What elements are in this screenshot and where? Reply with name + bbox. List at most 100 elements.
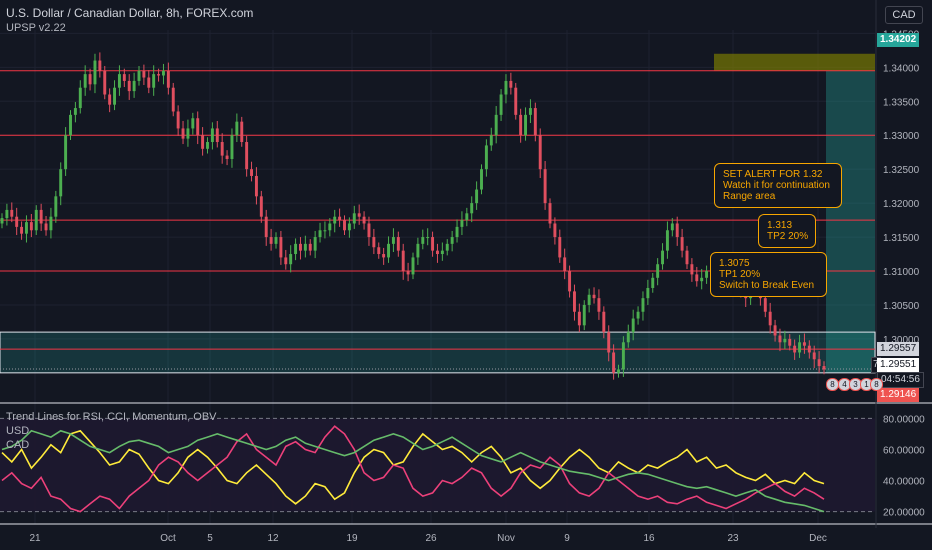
candle-body: [802, 342, 806, 346]
candle-body: [406, 271, 410, 275]
oscillator-pane: [0, 402, 932, 525]
candle-body: [426, 237, 430, 239]
candle-body: [421, 237, 425, 244]
candle-body: [592, 294, 596, 299]
candlestick-series: [0, 52, 826, 380]
candle-body: [548, 203, 552, 224]
candle-body: [83, 74, 87, 88]
time-tick-label: Nov: [497, 533, 515, 544]
candle-body: [230, 135, 234, 159]
candle-body: [812, 352, 816, 360]
candle-body: [788, 338, 792, 346]
candle-body: [665, 230, 669, 251]
candle-body: [206, 142, 209, 149]
zones: [0, 53, 876, 374]
candle-body: [387, 243, 391, 258]
price-tick-label: 1.33500: [883, 97, 920, 108]
indicator-label[interactable]: UPSP v2.22: [6, 22, 66, 34]
tp2-note[interactable]: 1.313 TP2 20%: [758, 214, 816, 248]
tp1-note[interactable]: 1.3075 TP1 20% Switch to Break Even: [710, 252, 827, 297]
candle-body: [196, 118, 200, 136]
candle-body: [621, 342, 625, 370]
candle-body: [685, 250, 689, 265]
candle-body: [333, 216, 337, 224]
candle-body: [0, 218, 4, 224]
oscillator-title[interactable]: Trend Lines for RSI, CCI, Momentum, OBV: [6, 411, 217, 423]
candle-body: [176, 111, 180, 129]
time-tick-label: 26: [425, 533, 437, 544]
candle-body: [563, 257, 567, 272]
oscillator-band: [0, 418, 875, 512]
candle-body: [494, 114, 498, 136]
candle-body: [460, 220, 464, 227]
candle-body: [577, 311, 581, 326]
candle-body: [822, 366, 826, 370]
candle-body: [313, 237, 317, 251]
alert-note[interactable]: SET ALERT FOR 1.32 Watch it for continua…: [714, 163, 842, 208]
candle-body: [274, 237, 278, 244]
candle-body: [69, 114, 72, 136]
candle-body: [558, 237, 562, 258]
candle-body: [24, 222, 28, 234]
currency-button[interactable]: CAD: [885, 6, 923, 24]
candle-body: [132, 80, 136, 92]
candle-body: [778, 335, 782, 343]
candle-body: [626, 332, 630, 343]
candle-body: [191, 118, 195, 129]
candle-body: [445, 243, 449, 251]
event-badges[interactable]: 8 4 3 1 8: [818, 356, 883, 400]
candle-body: [152, 74, 156, 88]
candle-body: [103, 70, 107, 95]
candle-body: [528, 108, 532, 115]
candle-body: [411, 257, 415, 275]
candle-body: [137, 70, 141, 81]
candle-body: [455, 226, 459, 238]
candle-body: [656, 264, 660, 278]
candle-body: [362, 216, 366, 224]
candle-body: [64, 135, 68, 170]
candle-body: [122, 74, 126, 81]
candle-body: [617, 369, 620, 373]
bid-price-label: 1.29551: [877, 358, 920, 372]
oscillator-tick-label: 60.00000: [883, 445, 925, 456]
candle-body: [607, 332, 611, 353]
candle-body: [20, 226, 24, 234]
candle-body: [88, 74, 92, 85]
candle-body: [475, 189, 479, 204]
candle-body: [440, 250, 444, 255]
candle-body: [117, 74, 121, 88]
candle-body: [15, 216, 19, 227]
candle-body: [661, 250, 665, 265]
candle-body: [396, 237, 400, 251]
candle-body: [108, 94, 112, 105]
time-tick-label: 21: [29, 533, 41, 544]
price-tick-label: 1.34000: [883, 63, 920, 74]
candle-body: [499, 94, 503, 115]
oscillator-usd-label: USD: [6, 425, 30, 437]
candle-body: [391, 237, 395, 244]
candle-body: [171, 87, 175, 112]
event-badge[interactable]: 8: [870, 378, 883, 391]
oscillator-cad-label: CAD: [6, 439, 30, 451]
time-tick-label: Dec: [809, 533, 827, 544]
candle-body: [73, 108, 77, 115]
price-tick-label: 1.31500: [883, 233, 920, 244]
candle-body: [450, 237, 454, 244]
candle-body: [10, 209, 14, 217]
candle-body: [367, 223, 371, 238]
target-zone: [714, 53, 875, 71]
candle-body: [303, 243, 307, 251]
candle-body: [294, 243, 298, 255]
candle-body: [817, 359, 821, 367]
candle-body: [514, 87, 518, 115]
candle-body: [465, 213, 469, 221]
candle-body: [489, 135, 493, 146]
candle-body: [29, 222, 33, 231]
candle-body: [798, 342, 802, 353]
time-tick-label: 12: [267, 533, 279, 544]
candle-body: [504, 80, 508, 95]
candle-body: [181, 128, 185, 139]
chart-title[interactable]: U.S. Dollar / Canadian Dollar, 8h, FOREX…: [6, 6, 254, 20]
axes: 1.345001.340001.335001.330001.325001.320…: [29, 0, 925, 544]
candle-body: [377, 247, 381, 255]
